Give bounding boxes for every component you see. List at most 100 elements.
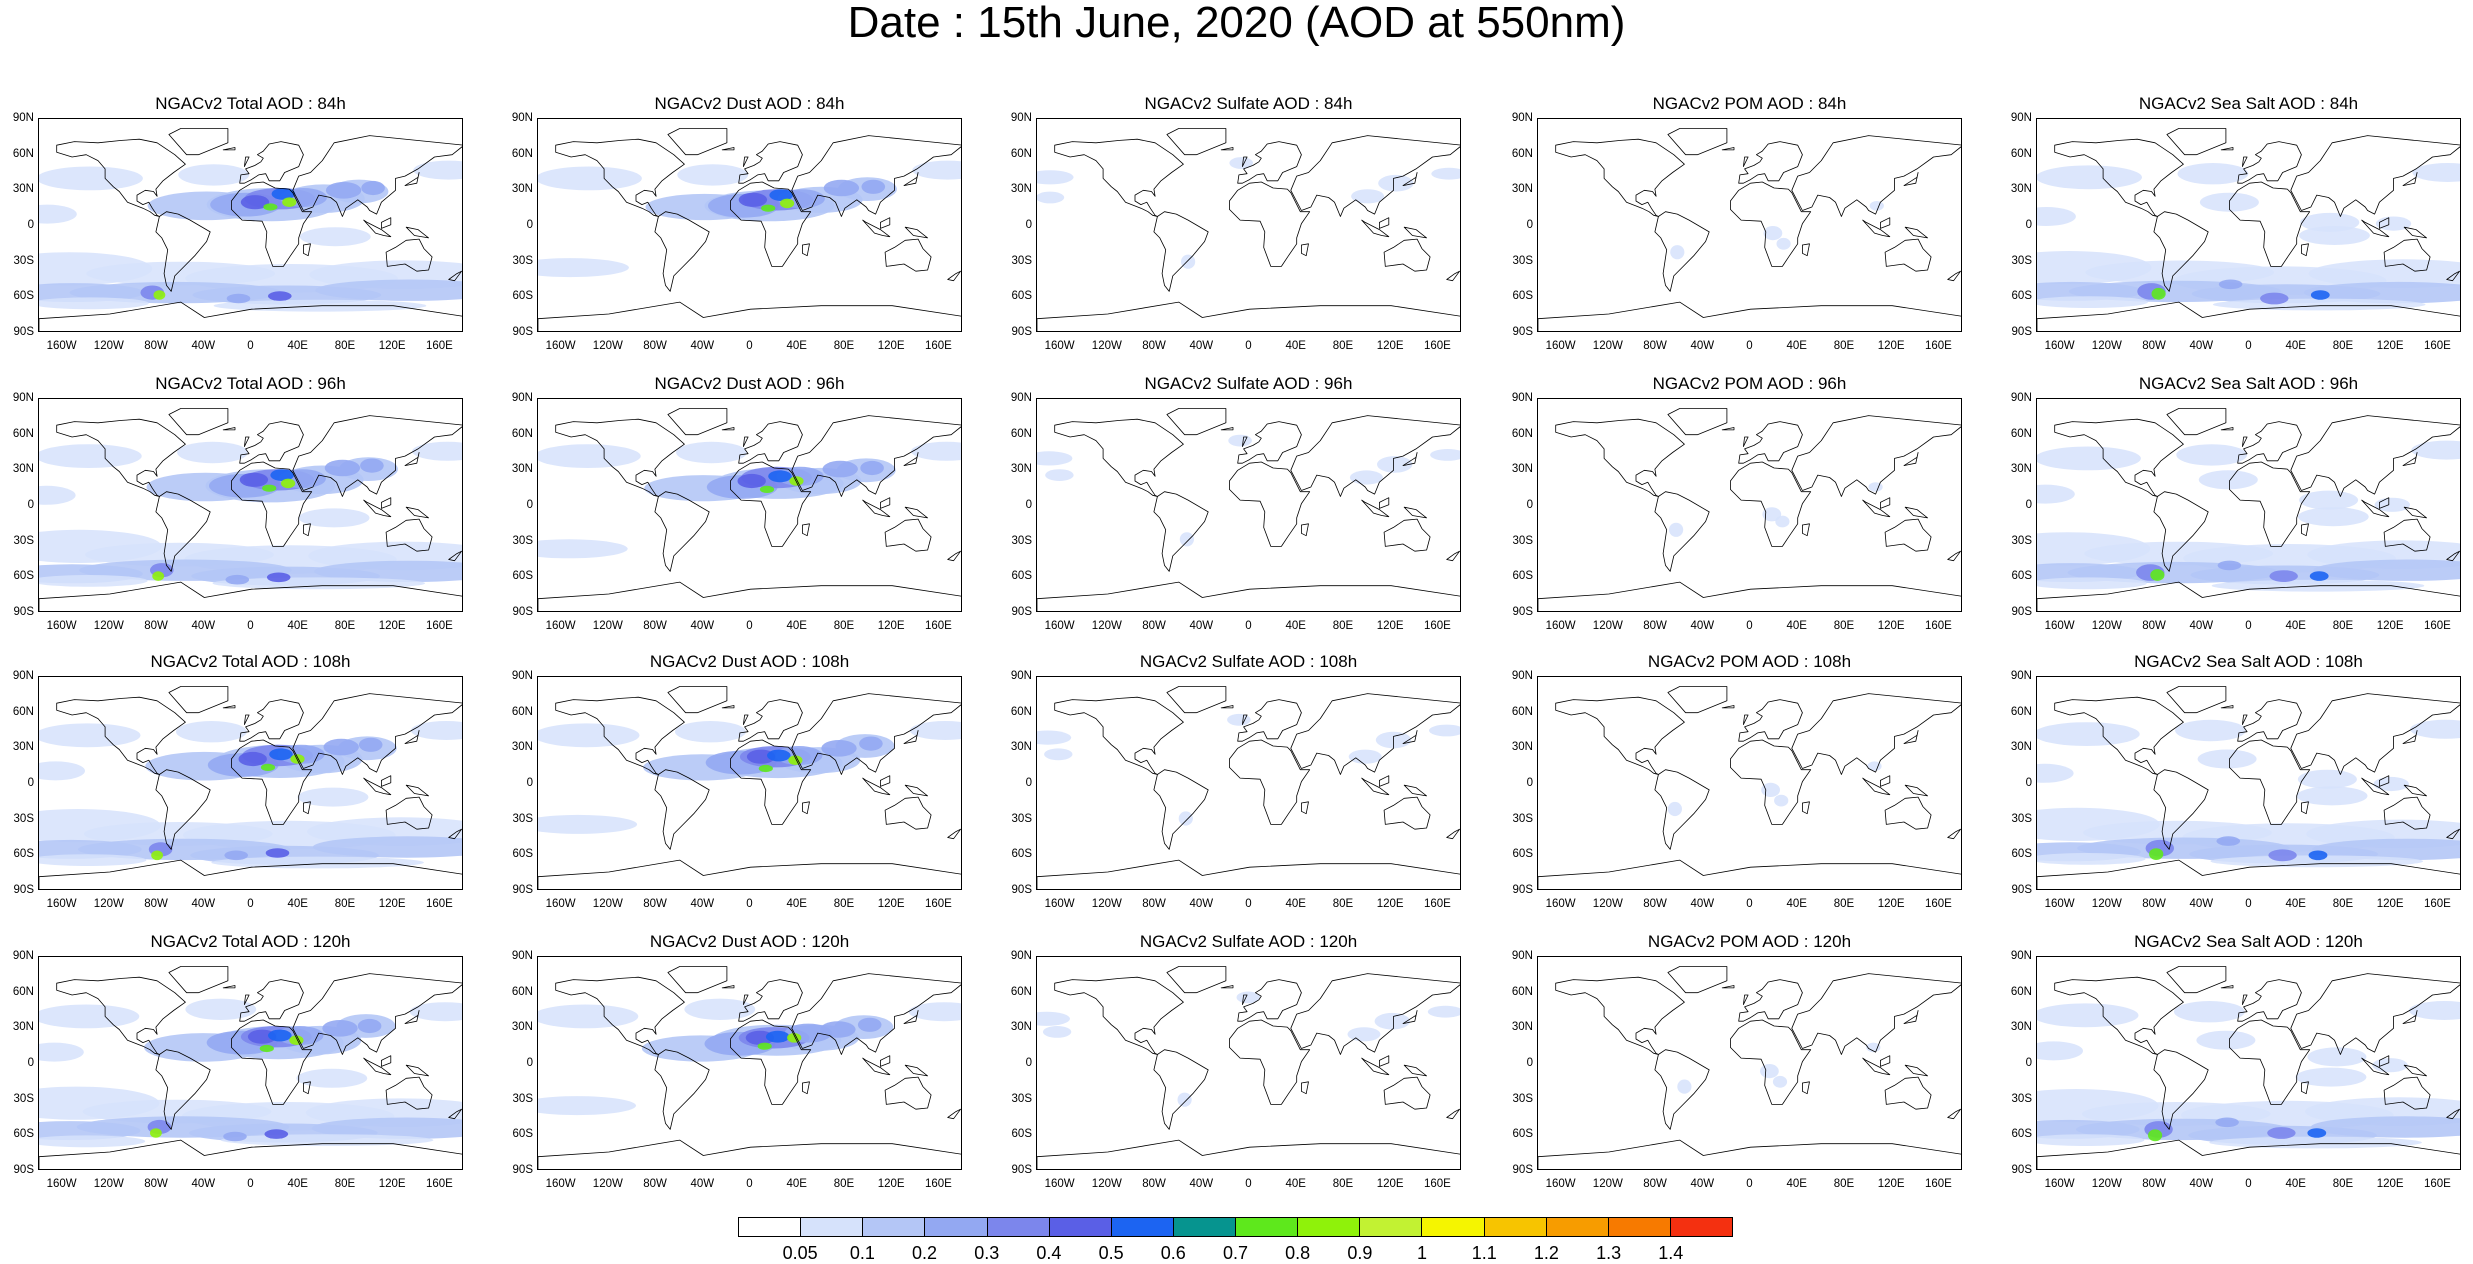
panel-title: NGACv2 Sulfate AOD : 84h [1144, 94, 1353, 113]
coastline [1947, 828, 1961, 840]
aod-map-svg [39, 966, 462, 1169]
coastline [879, 217, 891, 229]
longitude-label: 40W [1690, 1178, 1715, 1190]
coastlines [1538, 408, 1961, 611]
coastline [738, 699, 803, 742]
aod-blob [1181, 254, 1196, 269]
aod-field [1677, 1042, 1881, 1094]
latitude-label: 60S [1512, 1128, 1533, 1141]
coastline [1402, 452, 1418, 466]
coastline [1555, 138, 1685, 217]
longitude-label: 160W [1545, 1178, 1576, 1190]
panel-title: NGACv2 POM AOD : 96h [1652, 374, 1847, 393]
latitude-label: 30S [512, 254, 533, 267]
longitude-label: 40W [690, 898, 715, 910]
aod-blob [2209, 1136, 2422, 1149]
coastline [222, 705, 236, 709]
aod-map-svg [2037, 408, 2460, 611]
coastline [729, 181, 812, 267]
latitude-label: 60S [13, 1128, 34, 1141]
colorbar-label: 0.9 [1347, 1243, 1373, 1263]
aod-blob [768, 470, 792, 483]
map-panel-pom: NGACv2 POM AOD : 120h 90N 60N 30N 0 30S 60S 90S… [1512, 932, 1962, 1190]
map-panel-sulfate: NGACv2 Sulfate AOD : 96h 90N 60N 30N 0 30S 60S… [1011, 374, 1461, 632]
coastline [1738, 699, 1803, 742]
longitude-label: 80W [144, 1178, 168, 1190]
coastline [738, 979, 803, 1022]
coastline [1738, 421, 1803, 464]
longitude-label: 0 [1245, 340, 1252, 352]
aod-blob [2149, 848, 2164, 860]
coastline [1402, 172, 1418, 186]
coastline [2402, 172, 2418, 186]
latitude-label: 90S [13, 606, 34, 618]
longitude-label: 120E [1376, 1178, 1404, 1190]
latitude-label: 90S [1011, 326, 1032, 338]
latitude-label: 90N [1511, 950, 1533, 962]
coastline [1801, 801, 1810, 815]
longitude-label: 0 [1746, 898, 1753, 910]
coastline [1403, 226, 1428, 239]
aod-field [1667, 761, 1882, 817]
longitude-label: 0 [2245, 1178, 2252, 1190]
coastline [555, 138, 685, 217]
latitude-label: 0 [27, 777, 34, 789]
panel-title: NGACv2 Sea Salt AOD : 120h [2134, 932, 2363, 951]
aod-blob [1772, 1075, 1788, 1088]
coastline [363, 499, 392, 518]
latitude-label: 60S [1011, 1128, 1032, 1141]
aod-blob [39, 444, 142, 468]
coastline [1300, 1081, 1309, 1095]
aod-blob [769, 189, 793, 201]
coastline [862, 219, 891, 238]
coastline [947, 1108, 961, 1120]
aod-map-svg [1037, 408, 1460, 611]
coastline [1361, 219, 1390, 238]
coastline [904, 1064, 929, 1077]
coastline [884, 1076, 932, 1110]
panel-title: NGACv2 Total AOD : 84h [155, 94, 346, 113]
aod-blob [767, 749, 791, 762]
coastline [2402, 452, 2418, 466]
latitude-label: 0 [2025, 219, 2032, 231]
aod-blob [2151, 287, 2166, 300]
aod-blob [2260, 292, 2289, 305]
longitude-label: 40W [1690, 340, 1715, 352]
coastlines [1538, 966, 1961, 1169]
aod-blob [2037, 1134, 2145, 1146]
coastline [1166, 686, 1227, 714]
coastline [903, 452, 919, 466]
aod-blob [1776, 237, 1791, 250]
aod-blob [2267, 1127, 2296, 1139]
latitude-label: 60S [1011, 290, 1032, 303]
latitude-label: 90N [1511, 112, 1533, 124]
latitude-label: 30S [13, 254, 34, 267]
aod-blob [39, 485, 76, 505]
coastline [2241, 994, 2248, 1005]
latitude-label: 30N [1511, 741, 1533, 754]
coastline [155, 211, 211, 292]
latitude-label: 0 [1025, 499, 1032, 511]
longitude-label: 160W [1545, 898, 1576, 910]
latitude-label: 60N [511, 705, 533, 718]
coastline [721, 427, 735, 431]
coastline [791, 973, 961, 1055]
coastline [2237, 979, 2302, 1022]
longitude-label: 0 [746, 1178, 753, 1190]
longitude-label: 80E [2332, 1178, 2354, 1190]
coastline [1220, 147, 1234, 151]
aod-blob [2307, 1047, 2367, 1067]
longitude-label: 160E [1924, 898, 1952, 910]
coastline [1862, 499, 1891, 518]
coastline [2228, 181, 2311, 267]
coastline [302, 1081, 311, 1095]
coastline [1538, 301, 1961, 331]
coastline [1721, 705, 1735, 709]
panel-title: NGACv2 POM AOD : 108h [1647, 652, 1852, 671]
aod-blob [412, 441, 462, 461]
coastline [2402, 730, 2418, 744]
latitude-label: 30N [2010, 741, 2032, 754]
coastline [2361, 777, 2390, 796]
coastlines [2037, 966, 2460, 1169]
coastline [1654, 769, 1710, 850]
